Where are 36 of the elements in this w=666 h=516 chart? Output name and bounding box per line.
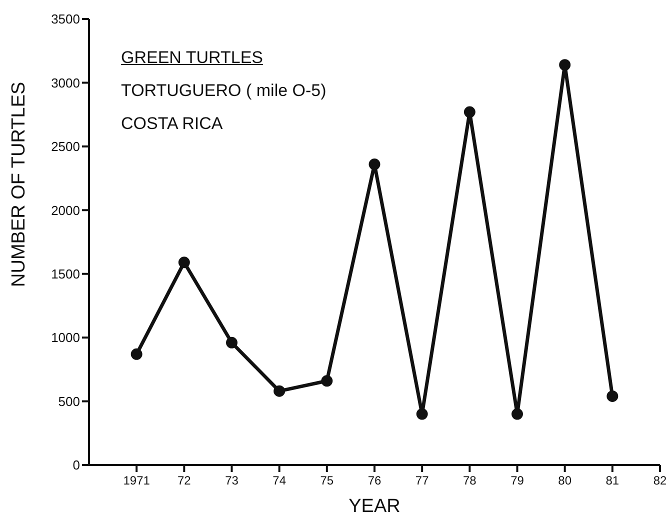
y-tick-label: 2500 bbox=[51, 139, 80, 154]
point bbox=[130, 348, 142, 360]
x-tick-label: 81 bbox=[606, 474, 620, 488]
point bbox=[559, 59, 571, 71]
point bbox=[321, 375, 333, 387]
point bbox=[464, 106, 476, 118]
y-axis-title: NUMBER OF TURTLES bbox=[8, 82, 30, 287]
x-tick-label: 76 bbox=[368, 474, 382, 488]
x-tick-label: 80 bbox=[558, 474, 572, 488]
y-tick-label: 3500 bbox=[51, 12, 80, 27]
y-tick-label: 1500 bbox=[51, 266, 80, 282]
x-tick-label: 75 bbox=[320, 474, 334, 488]
x-tick-label: 79 bbox=[510, 474, 524, 488]
point bbox=[512, 408, 523, 420]
x-tick-label: 74 bbox=[272, 474, 286, 488]
point bbox=[274, 385, 286, 397]
y-tick-label: 500 bbox=[58, 394, 80, 409]
x-tick-label: 72 bbox=[177, 474, 192, 488]
x-tick-label: 73 bbox=[225, 474, 239, 488]
x-tick-label: 1971 bbox=[123, 474, 150, 488]
x-axis-title: YEAR bbox=[348, 496, 400, 516]
point bbox=[368, 158, 380, 170]
text: TORTUGUERO ( mile O-5) bbox=[121, 81, 326, 101]
point bbox=[226, 336, 238, 348]
point bbox=[416, 408, 428, 420]
y-tick-label: 1000 bbox=[51, 330, 80, 346]
y-tick-label: 0 bbox=[72, 458, 80, 473]
x-tick-label: 82 bbox=[653, 474, 666, 488]
annotation: COSTA RICA bbox=[121, 114, 223, 134]
point bbox=[606, 390, 618, 402]
text: GREEN TURTLES bbox=[121, 48, 264, 68]
x-tick-label: 77 bbox=[415, 474, 430, 488]
x-tick-label: 78 bbox=[462, 474, 477, 488]
point bbox=[178, 256, 190, 268]
y-tick-label: 3000 bbox=[51, 75, 80, 90]
y-tick-label: 2000 bbox=[51, 202, 80, 218]
